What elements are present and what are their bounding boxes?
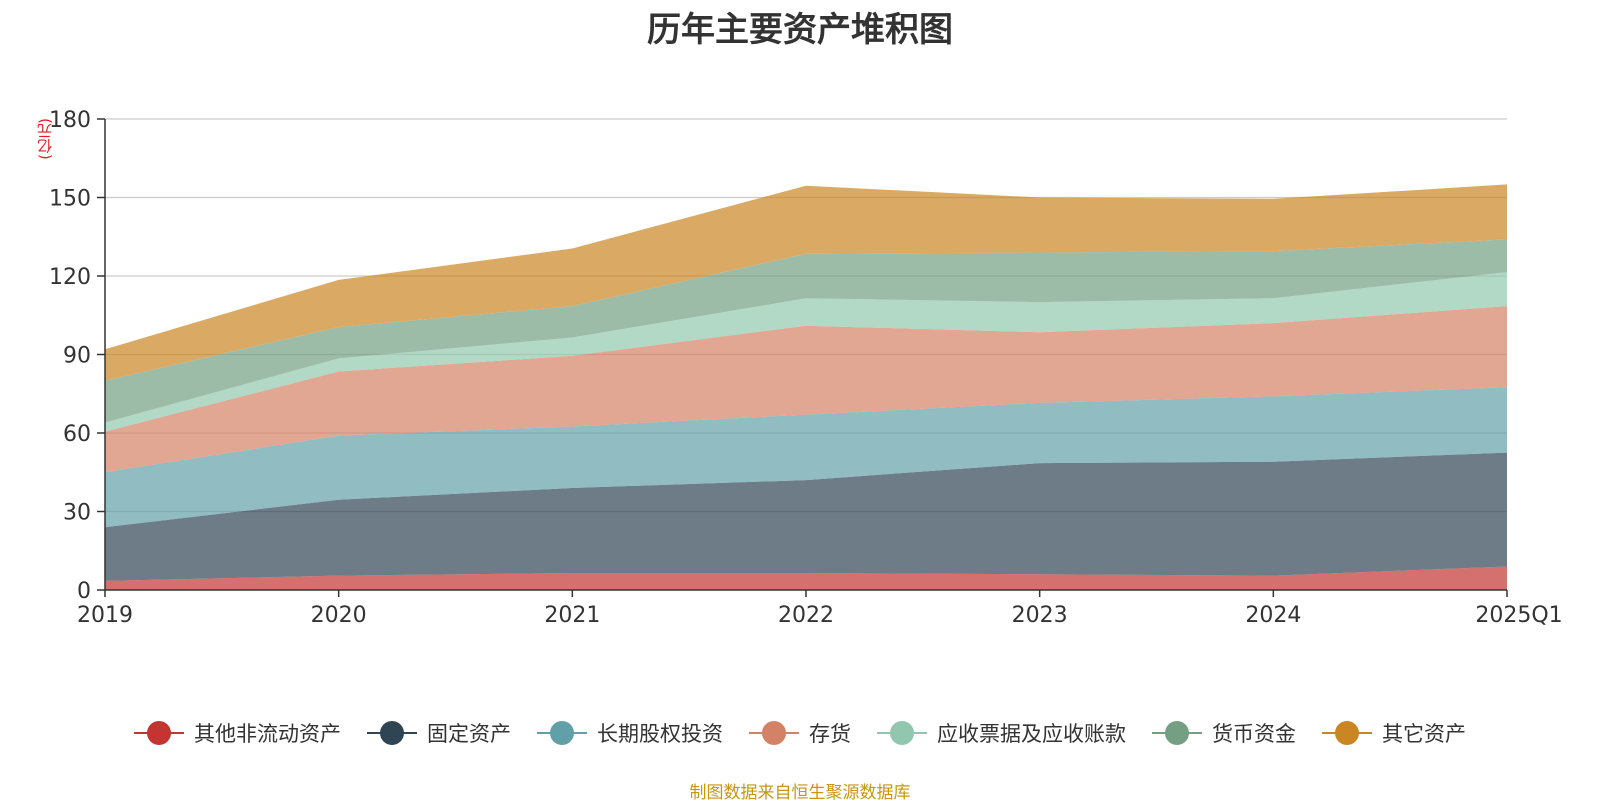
x-tick-label: 2020 (311, 603, 367, 628)
x-tick-label: 2019 (77, 603, 133, 628)
legend-marker-icon (877, 721, 927, 745)
source-note: 制图数据来自恒生聚源数据库 (689, 783, 911, 803)
y-tick-label: 0 (77, 579, 91, 604)
legend-item[interactable]: 其他非流动资产 (134, 718, 341, 748)
y-tick-label: 90 (63, 344, 91, 369)
legend-marker-icon (134, 721, 184, 745)
area-series-5 (105, 239, 1507, 423)
x-tick-label: 2023 (1012, 603, 1068, 628)
legend-label: 其它资产 (1382, 722, 1466, 746)
legend-item[interactable]: 应收票据及应收账款 (877, 718, 1126, 748)
legend-marker-icon (749, 721, 799, 745)
x-tick-label: 2025Q1 (1475, 603, 1562, 628)
x-tick-label: 2022 (778, 603, 834, 628)
area-series (105, 184, 1507, 590)
y-tick-label: 60 (63, 422, 91, 447)
legend: 其他非流动资产 固定资产 长期股权投资 存货 应收票据及应收账款 货币资金 其它资产 (0, 718, 1600, 748)
legend-marker-icon (1152, 721, 1202, 745)
legend-item[interactable]: 其它资产 (1322, 718, 1466, 748)
legend-item[interactable]: 固定资产 (367, 718, 511, 748)
area-series-6 (105, 184, 1507, 381)
legend-item[interactable]: 货币资金 (1152, 718, 1296, 748)
area-series-0 (105, 566, 1507, 590)
legend-marker-icon (367, 721, 417, 745)
y-tick-label: 30 (63, 501, 91, 526)
y-tick-label: 180 (49, 108, 91, 133)
legend-marker-icon (537, 721, 587, 745)
area-series-2 (105, 387, 1507, 528)
legend-label: 长期股权投资 (597, 722, 723, 746)
tick-labels: 0 30 60 90 120 150 180 (49, 108, 105, 604)
legend-label: 固定资产 (427, 722, 511, 746)
legend-label: 存货 (809, 722, 851, 746)
y-tick-label: 150 (49, 187, 91, 212)
axes: 2019 2020 2021 2022 2023 2024 2025Q1 (77, 119, 1563, 628)
legend-item[interactable]: 存货 (749, 718, 851, 748)
y-tick-label: 120 (49, 265, 91, 290)
legend-label: 其他非流动资产 (194, 722, 341, 746)
legend-label: 货币资金 (1212, 722, 1296, 746)
legend-marker-icon (1322, 721, 1372, 745)
chart-title: 历年主要资产堆积图 (647, 10, 953, 50)
legend-item[interactable]: 长期股权投资 (537, 718, 723, 748)
area-series-3 (105, 306, 1507, 473)
x-tick-label: 2021 (544, 603, 600, 628)
area-series-4 (105, 272, 1507, 432)
x-tick-label: 2024 (1245, 603, 1301, 628)
legend-label: 应收票据及应收账款 (937, 722, 1126, 746)
area-series-1 (105, 452, 1507, 581)
